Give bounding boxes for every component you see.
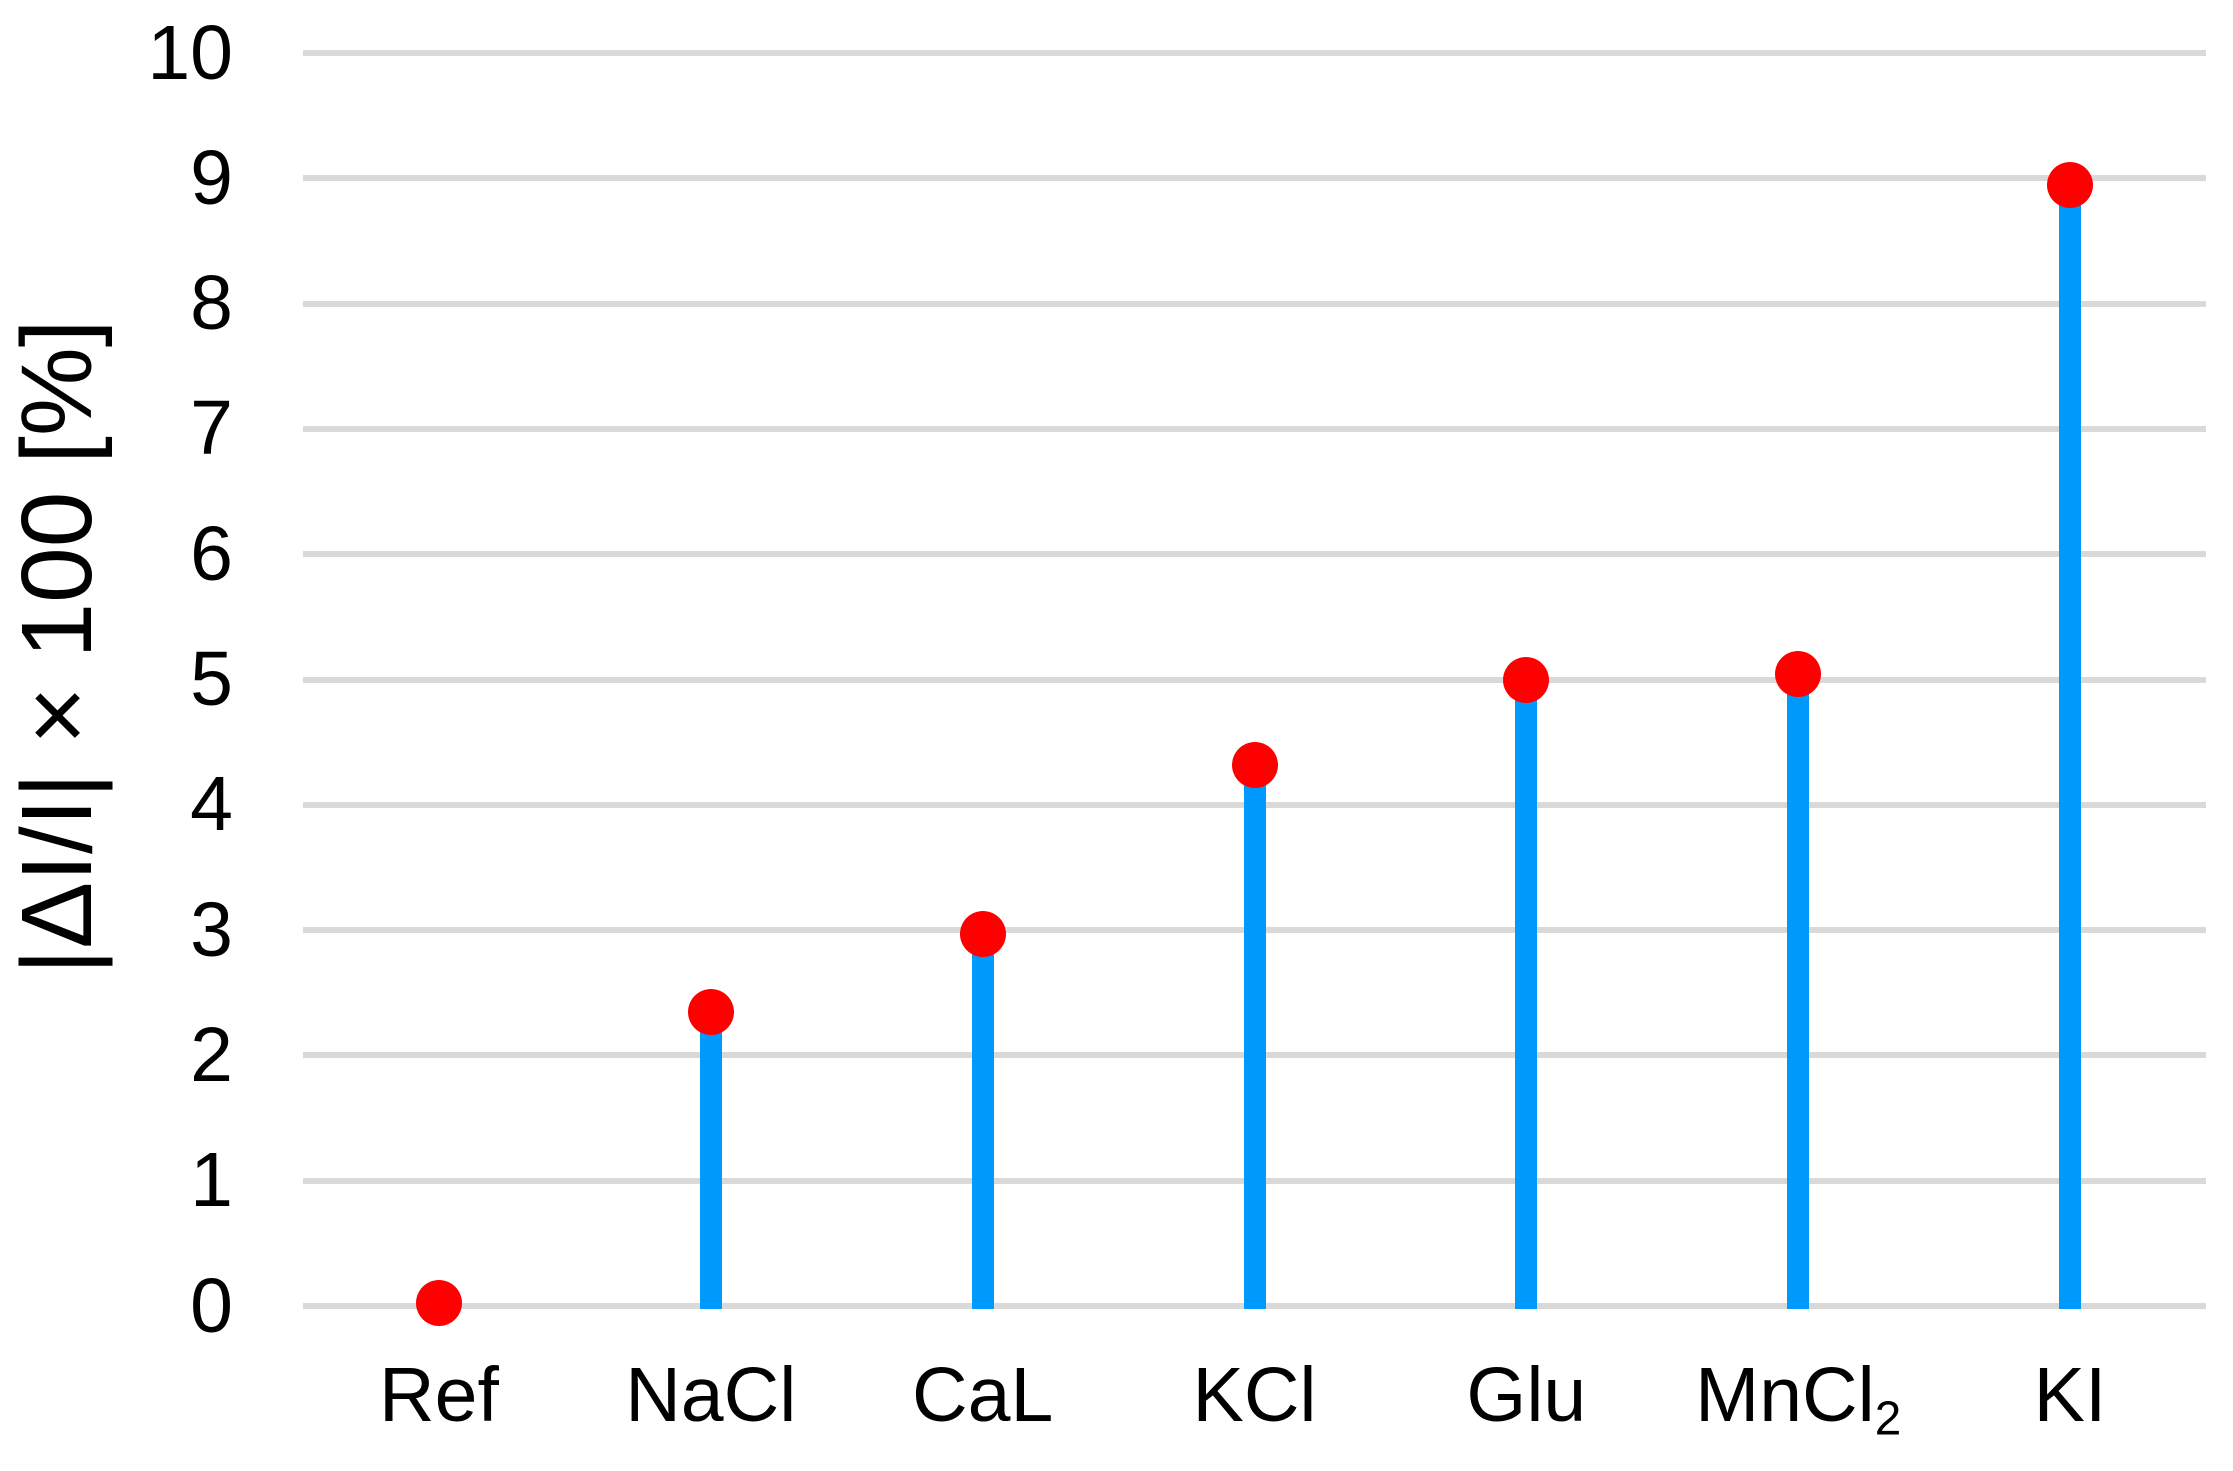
y-tick-8: 8 [190,260,233,347]
x-label-ref: Ref [379,1352,499,1438]
x-label-mncl2: MnCl2 [1695,1352,1902,1446]
stem-kcl [1243,764,1266,1309]
marker-mncl2 [1775,651,1822,698]
gridline [303,551,2206,558]
marker-ki [2047,161,2094,208]
marker-kcl [1231,741,1278,788]
stem-mncl2 [1787,674,1810,1309]
y-tick-5: 5 [190,636,233,722]
stem-nacl [699,1011,722,1309]
marker-glu [1503,656,1550,703]
x-label-ki: KI [2033,1352,2107,1438]
y-tick-4: 4 [190,761,233,848]
y-tick-7: 7 [190,385,233,472]
gridline [303,300,2206,307]
gridline [303,425,2206,432]
y-tick-3: 3 [190,886,233,973]
y-tick-6: 6 [190,510,233,597]
marker-nacl [687,988,734,1035]
x-label-subscript: 2 [1874,1392,1902,1446]
y-tick-10: 10 [147,9,233,96]
y-tick-9: 9 [190,134,233,221]
marker-cal [959,910,1006,957]
gridline [303,175,2206,182]
y-tick-2: 2 [190,1011,233,1098]
stem-ki [2059,184,2082,1309]
x-label-nacl: NaCl [625,1352,797,1438]
x-label-cal: CaL [912,1352,1054,1438]
marker-ref [415,1280,462,1327]
stem-glu [1515,679,1538,1309]
stem-cal [971,933,994,1309]
gridline [303,676,2206,683]
y-tick-1: 1 [190,1137,233,1224]
y-tick-0: 0 [190,1262,233,1349]
x-label-glu: Glu [1466,1352,1587,1438]
x-label-kcl: KCl [1192,1352,1317,1438]
gridline [303,50,2206,56]
